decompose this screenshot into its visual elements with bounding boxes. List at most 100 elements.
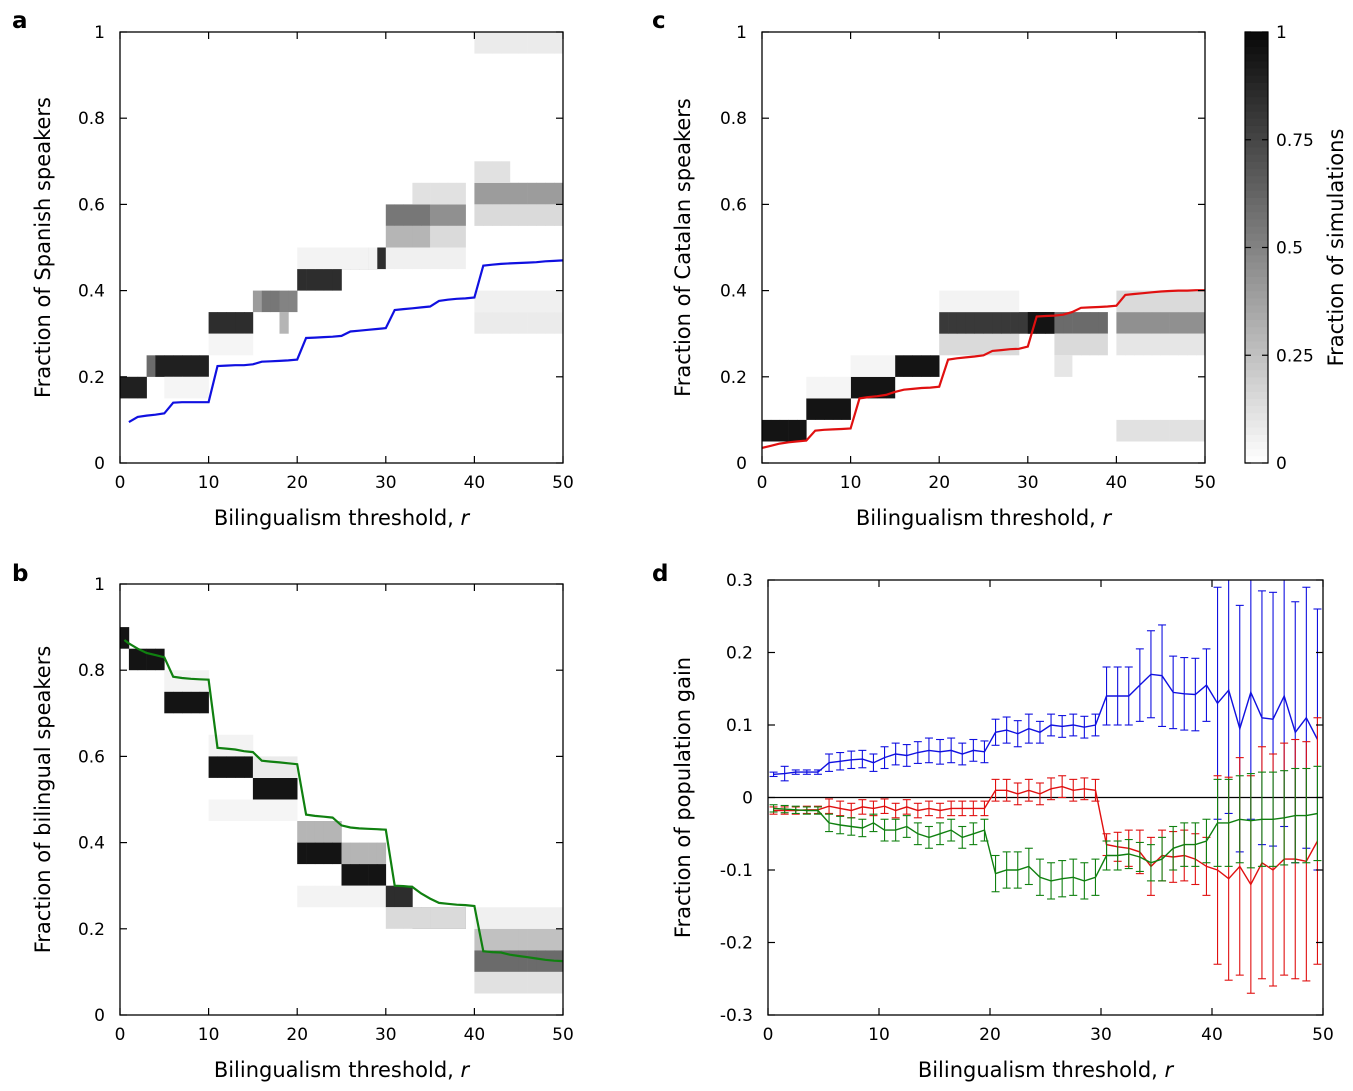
heatmap-cell <box>306 842 316 865</box>
heatmap-cell <box>447 247 457 270</box>
colorbar-step <box>1245 154 1268 162</box>
heatmap-cell <box>832 398 843 420</box>
panel-label: b <box>12 561 28 587</box>
heatmap-cell <box>1160 419 1170 442</box>
heatmap-cell <box>350 247 360 270</box>
y-tick-label: -0.2 <box>720 934 753 954</box>
colorbar-step <box>1245 276 1268 285</box>
colorbar-tick-label: 0.75 <box>1276 131 1314 151</box>
heatmap-cell <box>244 756 254 778</box>
heatmap-cell <box>483 950 493 972</box>
heatmap-cell <box>974 290 984 313</box>
heatmap-cell <box>965 290 975 313</box>
heatmap-cell <box>182 376 192 399</box>
heatmap-cell <box>1143 333 1153 356</box>
heatmap-cell <box>903 355 913 377</box>
panel-c: 0 10 20 30 40 50 0 0.2 0.4 0.6 0.8 1 Bilingualism th… <box>652 8 1216 530</box>
colorbar-step <box>1245 434 1268 443</box>
panel-label: c <box>652 8 666 34</box>
heatmap-cell <box>536 32 546 54</box>
heatmap-cell <box>536 928 546 951</box>
y-tick-label: 0.4 <box>78 282 105 302</box>
heatmap-cell <box>297 269 307 291</box>
heatmap-cell <box>1018 312 1029 334</box>
heatmap-cell <box>1054 333 1064 356</box>
x-tick-label: 20 <box>286 1025 308 1045</box>
heatmap-cell <box>797 419 807 442</box>
x-tick-label: 50 <box>1312 1025 1334 1045</box>
heatmap-cell <box>824 376 834 399</box>
heatmap-cell <box>1160 290 1170 313</box>
heatmap-cell <box>877 355 887 377</box>
x-tick-label: 30 <box>1017 473 1039 493</box>
heatmap-cell <box>527 290 537 313</box>
heatmap-cell <box>226 734 236 757</box>
heatmap-cell <box>1072 312 1082 334</box>
heatmap-cell <box>430 225 440 248</box>
heatmap-cell <box>430 247 440 270</box>
heatmap-cell <box>1160 312 1170 334</box>
heatmap-cell <box>244 799 254 821</box>
heatmap-cell <box>474 907 484 929</box>
heatmap-cell <box>288 756 298 778</box>
y-tick-label: 0.2 <box>720 368 747 388</box>
heatmap-cell <box>376 842 387 865</box>
heatmap-cell <box>376 885 387 908</box>
series-line <box>128 259 564 424</box>
x-axis-label: Bilingualism threshold, r <box>856 506 1113 530</box>
heatmap-cell <box>509 290 519 313</box>
colorbar-step <box>1245 60 1268 69</box>
heatmap-cell <box>261 799 271 821</box>
heatmap-cell <box>306 247 316 270</box>
heatmap-cell <box>190 670 201 692</box>
heatmap-cell <box>527 950 537 972</box>
heatmap-cell <box>217 799 227 821</box>
x-tick-label: 0 <box>763 1025 774 1045</box>
x-tick-label: 20 <box>979 1025 1001 1045</box>
heatmap-cell <box>1125 290 1135 313</box>
heatmap-cell <box>306 885 316 908</box>
y-tick-label: 0.3 <box>726 571 753 591</box>
x-tick-label: 30 <box>375 473 397 493</box>
heatmap-cell <box>492 312 502 334</box>
heatmap-cell <box>474 161 484 183</box>
colorbar-step <box>1245 125 1268 134</box>
x-tick-label: 10 <box>198 473 220 493</box>
series-line <box>123 639 564 963</box>
heatmap-cell <box>1063 312 1073 334</box>
heatmap-cell <box>314 885 325 908</box>
series-line <box>773 785 1319 886</box>
heatmap-cell <box>385 907 395 929</box>
heatmap-cell <box>536 312 546 334</box>
heatmap-cell <box>1151 333 1161 356</box>
heatmap-cell <box>279 756 289 778</box>
heatmap-cell <box>474 204 484 226</box>
colorbar-step <box>1245 182 1268 191</box>
heatmap-cell <box>1098 312 1108 334</box>
heatmap-cell <box>536 950 546 972</box>
heatmap-cell <box>992 333 1002 356</box>
heatmap-cell <box>403 907 413 929</box>
heatmap-cell <box>1160 333 1170 356</box>
x-tick-label: 40 <box>1106 473 1128 493</box>
colorbar-step <box>1245 218 1268 227</box>
heatmap-cell <box>1143 290 1153 313</box>
heatmap-cell <box>350 885 360 908</box>
heatmap-cell <box>527 32 537 54</box>
heatmap-cell <box>509 32 519 54</box>
colorbar-step <box>1245 348 1268 356</box>
heatmap-cell <box>376 247 387 270</box>
heatmap-cell <box>208 799 218 821</box>
heatmap-cell <box>483 928 493 951</box>
heatmap-cell <box>439 907 449 929</box>
heatmap-cell <box>501 32 511 54</box>
heatmap-cell <box>368 842 378 865</box>
heatmap-cell <box>252 756 263 778</box>
heatmap-cell <box>1178 290 1188 313</box>
heatmap-cell <box>341 842 351 865</box>
heatmap-cell <box>412 907 422 929</box>
colorbar-step <box>1245 391 1268 399</box>
heatmap-cell <box>368 864 378 886</box>
series-line <box>761 289 1205 449</box>
heatmap-cell <box>1196 290 1206 313</box>
